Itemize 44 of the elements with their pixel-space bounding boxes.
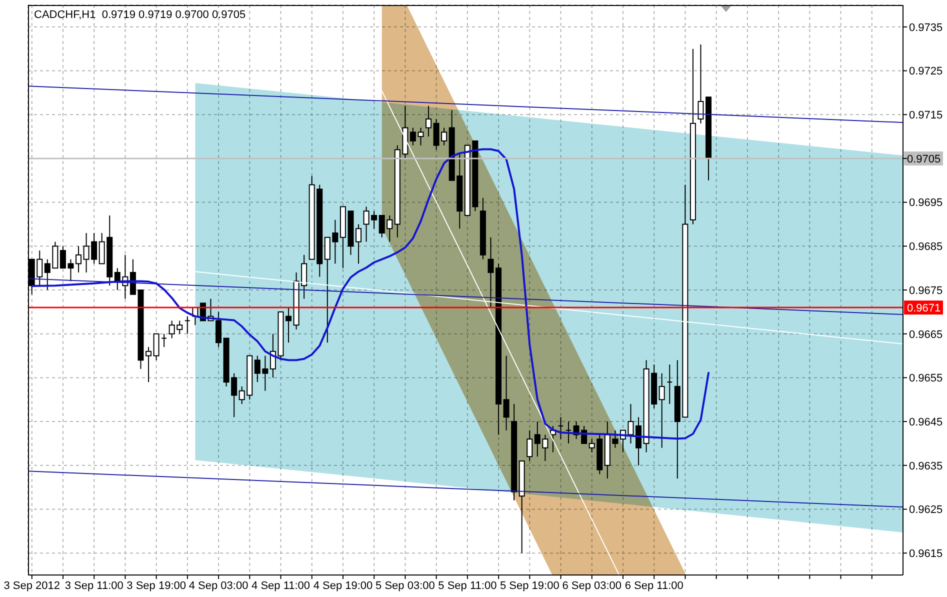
x-tick-label: 3 Sep 11:00 (64, 580, 124, 592)
y-tick-label: 0.9665 (909, 328, 943, 341)
candlestick (658, 372, 665, 448)
chart-title: CADCHF,H1 0.9719 0.9719 0.9700 0.9705 (34, 8, 246, 22)
ref-line-label: 0.9671 (907, 302, 941, 315)
x-tick-label: 3 Sep 19:00 (126, 580, 186, 592)
y-tick-label: 0.9685 (909, 241, 943, 254)
x-tick-label: 4 Sep 19:00 (313, 580, 373, 592)
x-tick-label: 4 Sep 03:00 (188, 580, 248, 592)
y-tick-label: 0.9625 (909, 504, 943, 516)
ref-line-label: 0.9705 (907, 153, 941, 166)
candlestick (666, 364, 673, 404)
candlestick (286, 307, 292, 344)
candlestick (636, 416, 642, 466)
candlestick (698, 44, 704, 124)
candlestick (526, 430, 533, 462)
y-tick-label: 0.9675 (909, 284, 943, 297)
y-tick-label: 0.9635 (909, 460, 943, 472)
y-tick-label: 0.9695 (909, 197, 943, 210)
candlestick (146, 346, 152, 383)
x-tick-label: 6 Sep 11:00 (624, 580, 684, 592)
candlestick (161, 333, 168, 348)
x-tick-label: 5 Sep 19:00 (500, 580, 560, 592)
candlestick (76, 246, 82, 273)
x-tick-label: 5 Sep 11:00 (438, 580, 497, 592)
y-tick-label: 0.9615 (909, 548, 943, 560)
candlestick (153, 333, 160, 361)
y-tick-label: 0.9645 (909, 416, 943, 428)
candlestick (216, 311, 222, 348)
candlestick (356, 224, 362, 264)
y-tick-label: 0.9735 (909, 22, 943, 34)
candlestick (488, 236, 494, 308)
x-tick-label: 4 Sep 11:00 (252, 580, 310, 592)
y-tick-label: 0.9655 (909, 372, 943, 385)
x-tick-label: 6 Sep 03:00 (562, 580, 622, 592)
x-tick-label: 3 Sep 2012 (4, 580, 60, 592)
candlestick (426, 105, 432, 138)
candlestick (566, 421, 572, 444)
x-tick-label: 5 Sep 03:00 (376, 580, 435, 592)
candlestick (558, 416, 564, 440)
y-tick-label: 0.9725 (909, 66, 943, 78)
candlestick (184, 316, 190, 334)
y-tick-label: 0.9715 (909, 110, 943, 122)
candlestick (503, 355, 510, 431)
